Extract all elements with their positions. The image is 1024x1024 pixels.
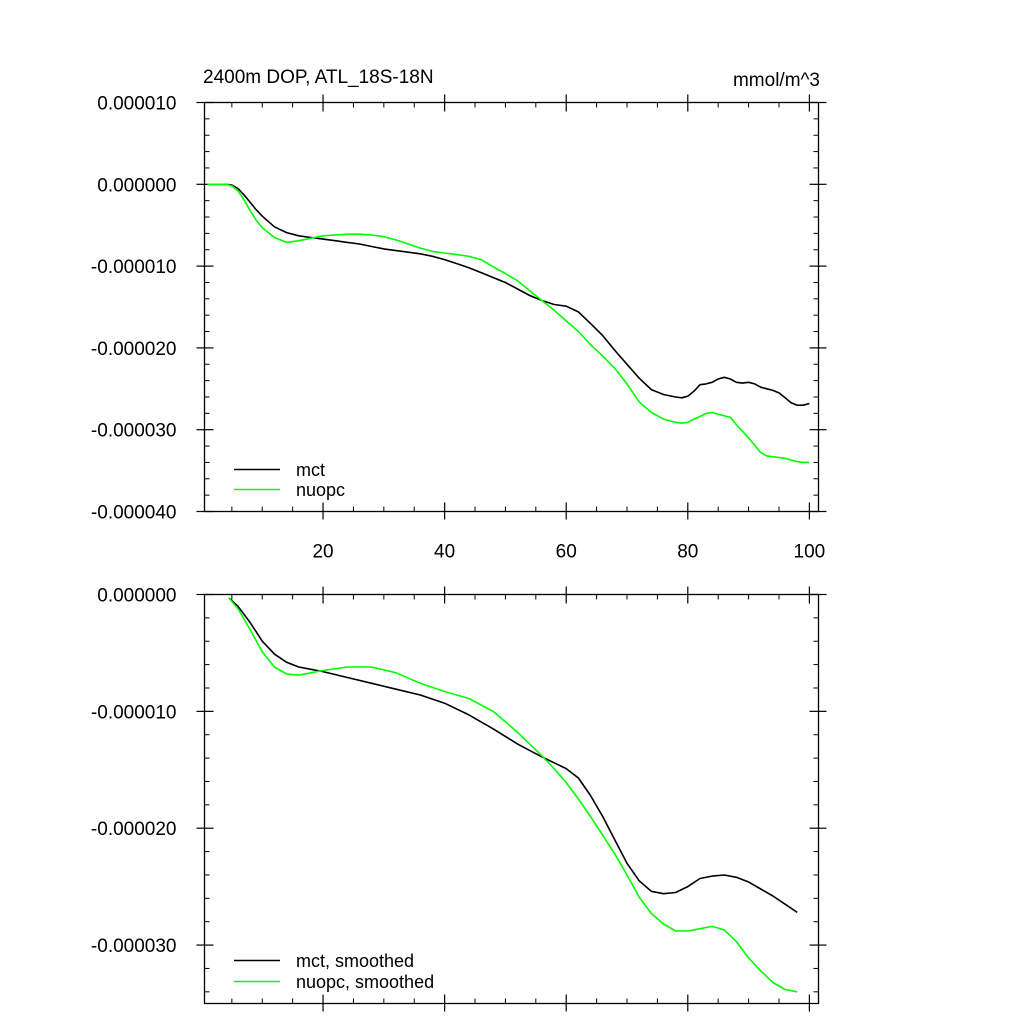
- plot-frame: [203, 101, 820, 513]
- x-tick-label: 60: [556, 542, 577, 563]
- y-tick-label: -0.000040: [91, 503, 177, 524]
- x-tick-label: 100: [794, 542, 826, 563]
- x-tick-label: 80: [677, 542, 698, 563]
- legend-label-nuopc-smoothed: nuopc, smoothed: [296, 972, 434, 992]
- y-tick-label: -0.000010: [91, 702, 177, 723]
- legend-label-mct-smoothed: mct, smoothed: [296, 951, 414, 971]
- y-axis-ticks: 0.000000 -0.000010 -0.000020 -0.000030: [91, 586, 827, 957]
- y-minor-ticks: [204, 118, 819, 496]
- chart-title: 2400m DOP, ATL_18S-18N: [203, 67, 434, 88]
- x-axis-ticks: [322, 586, 810, 1012]
- plot-frame: [203, 593, 820, 1005]
- x-axis-ticks: 20 40 60 80 100: [312, 94, 826, 563]
- bottom-panel: 0.000000 -0.000010 -0.000020 -0.000030 mct,…: [91, 586, 827, 1012]
- y-tick-label: 0.000000: [97, 175, 176, 196]
- units-label: mmol/m^3: [733, 70, 820, 91]
- legend-label-mct: mct: [296, 460, 325, 480]
- x-minor-ticks: [231, 594, 780, 1004]
- x-minor-ticks: [231, 102, 780, 512]
- y-tick-label: 0.000000: [97, 586, 176, 607]
- x-tick-label: 20: [312, 542, 333, 563]
- top-panel: 2400m DOP, ATL_18S-18N mmol/m^3 0.000010…: [91, 67, 827, 563]
- y-minor-ticks: [204, 617, 819, 993]
- series-lines: [228, 597, 798, 993]
- y-tick-label: -0.000010: [91, 257, 177, 278]
- x-tick-label: 40: [434, 542, 455, 563]
- y-tick-label: 0.000010: [97, 94, 176, 115]
- legend: mct nuopc: [234, 460, 345, 500]
- y-tick-label: -0.000020: [91, 339, 177, 360]
- y-tick-label: -0.000030: [91, 936, 177, 957]
- series-line-nuopc: [207, 183, 810, 464]
- y-axis-ticks: 0.000010 0.000000 -0.000010 -0.000020 -0.000…: [91, 94, 827, 524]
- series-line-mct-smoothed: [228, 597, 798, 914]
- series-line-mct: [207, 183, 810, 407]
- y-tick-label: -0.000030: [91, 421, 177, 442]
- series-lines: [207, 183, 810, 464]
- series-line-nuopc-smoothed: [228, 597, 798, 993]
- y-tick-label: -0.000020: [91, 819, 177, 840]
- legend-label-nuopc: nuopc: [296, 480, 345, 500]
- legend: mct, smoothed nuopc, smoothed: [234, 951, 434, 992]
